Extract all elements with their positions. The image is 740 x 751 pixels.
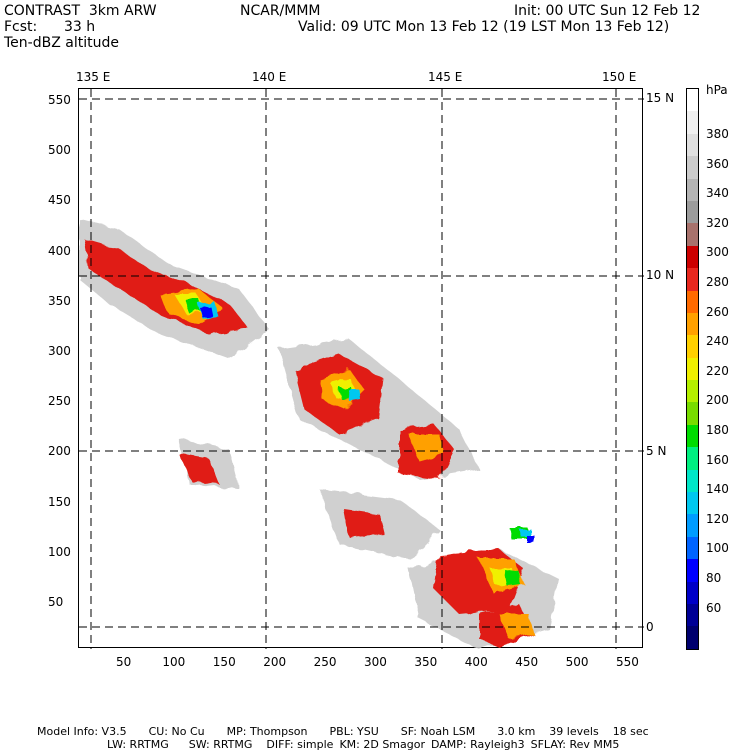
grid-y-label: 450: [48, 193, 71, 208]
footer-microphysics: MP: Thompson: [226, 725, 308, 738]
grid-x-label: 50: [116, 655, 132, 669]
grid-x-label: 300: [364, 655, 387, 669]
footer-surface: SF: Noah LSM: [400, 725, 476, 738]
grid-x-label: 450: [515, 655, 539, 669]
footer-model-info-line1: Model Info: V3.5 CU: No Cu MP: Thompson PBL…: [30, 712, 649, 738]
echo-regions: [79, 219, 559, 649]
init-time: Init: 00 UTC Sun 12 Feb 12: [514, 3, 701, 19]
grid-y-label: 400: [48, 243, 71, 258]
grid-x-label: 100: [162, 655, 186, 669]
grid-y-label: 550: [48, 93, 71, 107]
field-name: Ten-dBZ altitude: [4, 35, 119, 51]
colorbar-label: 200: [706, 393, 729, 408]
grid-x-label: 350: [414, 655, 438, 669]
grid-x-label: 400: [464, 655, 488, 669]
colorbar-swatch: [687, 268, 698, 291]
lat-label-0: 0: [646, 620, 654, 634]
colorbar-swatch: [687, 290, 698, 313]
colorbar-label: 140: [706, 482, 729, 497]
lon-label-150: 150 E: [602, 70, 637, 84]
colorbar-label: 60: [706, 600, 722, 615]
colorbar-unit: hPa: [706, 83, 728, 97]
lat-lon-grid: [79, 89, 644, 649]
footer-timestep: 18 sec: [612, 725, 649, 738]
colorbar-label: 120: [706, 511, 729, 526]
colorbar-label: 360: [706, 156, 729, 171]
colorbar-label: 80: [706, 571, 722, 585]
colorbar-label: 340: [706, 186, 729, 201]
colorbar-swatch: [687, 178, 698, 201]
colorbar-swatch: [687, 200, 698, 224]
colorbar-label: 300: [706, 245, 729, 260]
center-title: NCAR/MMM: [240, 3, 321, 19]
model-title: CONTRAST 3km ARW: [4, 3, 157, 19]
lat-label-5n: 5 N: [646, 444, 667, 458]
colorbar-label: 220: [706, 363, 729, 378]
colorbar-swatch: [687, 424, 698, 448]
grid-x-label: 500: [565, 655, 589, 669]
lat-label-10n: 10 N: [646, 268, 675, 282]
forecast-label: Fcst:: [4, 19, 38, 35]
grid-y-label: 350: [48, 293, 71, 308]
colorbar-swatch: [687, 357, 698, 381]
colorbar-swatch: [687, 245, 698, 269]
map-plot-area: [78, 88, 644, 649]
grid-x-label: 550: [616, 655, 639, 669]
colorbar-label: 160: [706, 452, 729, 467]
colorbar-label: 380: [706, 127, 729, 141]
colorbar-swatch: [687, 223, 698, 246]
grid-x-label: 250: [313, 655, 337, 669]
forecast-hours: 33 h: [64, 19, 96, 35]
colorbar-swatch: [687, 469, 698, 493]
colorbar-swatch: [687, 111, 698, 134]
grid-y-label: 50: [48, 595, 64, 609]
colorbar-swatch: [687, 312, 698, 336]
colorbar-swatch: [687, 380, 698, 403]
colorbar-swatch: [687, 559, 698, 582]
lon-label-140: 140 E: [252, 70, 287, 84]
grid-y-label: 250: [48, 394, 71, 409]
grid-y-label: 200: [48, 444, 71, 459]
grid-y-label: 300: [48, 344, 71, 358]
colorbar-swatch: [687, 402, 698, 425]
colorbar-label: 280: [706, 275, 729, 289]
colorbar-swatch: [687, 536, 698, 560]
grid-x-label: 150: [212, 655, 236, 669]
grid-x-label: 200: [263, 655, 287, 669]
colorbar-swatch: [687, 156, 698, 179]
grid-y-label: 500: [48, 143, 71, 158]
colorbar-swatch: [687, 626, 698, 649]
grid-y-label: 150: [48, 494, 71, 509]
colorbar-label: 320: [706, 215, 729, 230]
colorbar-swatch: [687, 514, 698, 537]
colorbar-swatch: [687, 581, 698, 604]
colorbar-label: 180: [706, 423, 729, 437]
footer-model-info-line2: LW: RRTMG SW: RRTMG DIFF: simple KM: 2D Sma…: [100, 725, 619, 751]
colorbar-swatch: [687, 603, 698, 627]
lat-label-15n: 15 N: [646, 91, 675, 105]
colorbar-label: 100: [706, 541, 729, 556]
lon-label-145: 145 E: [428, 70, 463, 84]
colorbar: [686, 88, 699, 650]
colorbar-swatch: [687, 89, 698, 112]
footer-cumulus: CU: No Cu: [148, 725, 205, 738]
footer-levels: 39 levels: [549, 725, 599, 738]
colorbar-label: 240: [706, 334, 729, 349]
grid-y-label: 100: [48, 544, 71, 559]
footer-resolution: 3.0 km: [497, 725, 536, 738]
colorbar-swatch: [687, 335, 698, 358]
footer-model-version: Model Info: V3.5: [37, 725, 127, 738]
lon-label-135: 135 E: [76, 70, 111, 84]
colorbar-swatch: [687, 492, 698, 515]
colorbar-swatch: [687, 447, 698, 470]
colorbar-swatch: [687, 133, 698, 157]
colorbar-label: 260: [706, 304, 729, 319]
reflectivity-map: [79, 89, 644, 649]
valid-time: Valid: 09 UTC Mon 13 Feb 12 (19 LST Mon …: [298, 19, 670, 35]
footer-pbl: PBL: YSU: [329, 725, 379, 738]
